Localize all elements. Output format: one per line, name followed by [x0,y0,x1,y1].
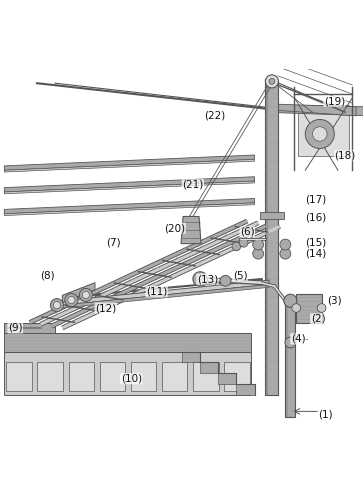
Polygon shape [298,105,349,156]
Polygon shape [265,80,268,395]
Polygon shape [4,203,254,215]
Text: (7): (7) [106,238,120,248]
Text: (20): (20) [164,223,185,233]
Bar [6,362,32,392]
Bar [100,362,125,392]
Circle shape [50,298,63,312]
Bar [37,362,63,392]
Text: (11): (11) [146,286,167,296]
Polygon shape [296,294,322,322]
Circle shape [305,120,334,148]
Polygon shape [285,301,288,417]
Circle shape [239,238,248,247]
Circle shape [280,248,291,259]
Polygon shape [200,362,218,374]
Polygon shape [278,104,356,116]
Bar [68,362,94,392]
Circle shape [280,239,291,250]
Text: (10): (10) [121,374,142,384]
Text: (14): (14) [305,248,327,258]
Polygon shape [62,282,95,302]
Circle shape [53,302,60,308]
Circle shape [317,304,326,312]
Polygon shape [51,284,269,309]
Polygon shape [4,160,254,172]
Circle shape [82,292,90,298]
Text: (19): (19) [324,96,345,106]
Text: (12): (12) [95,303,116,313]
Circle shape [68,296,75,304]
Text: (17): (17) [305,194,327,204]
Text: (9): (9) [8,323,23,333]
Text: (13): (13) [197,274,218,284]
Polygon shape [182,352,200,362]
Bar [260,212,284,219]
Circle shape [232,242,241,250]
Circle shape [265,75,278,88]
Polygon shape [265,80,278,395]
Polygon shape [4,322,55,334]
Text: (21): (21) [182,180,203,190]
Polygon shape [4,198,254,214]
Circle shape [65,294,78,306]
Polygon shape [265,106,364,116]
Circle shape [285,337,296,348]
Bar [131,362,156,392]
Text: (22): (22) [204,111,225,121]
Bar [193,362,219,392]
Text: (8): (8) [40,270,55,280]
Text: (4): (4) [291,334,305,344]
Bar [225,362,250,392]
Polygon shape [4,177,254,192]
Polygon shape [218,374,236,384]
Text: (18): (18) [335,150,356,160]
Text: (15): (15) [305,238,327,248]
Circle shape [313,126,327,141]
Polygon shape [181,216,201,244]
Circle shape [292,304,301,312]
Text: (1): (1) [318,410,333,420]
Polygon shape [4,155,254,170]
Circle shape [253,248,264,259]
Circle shape [220,276,231,286]
Bar [162,362,187,392]
Circle shape [193,272,207,286]
Polygon shape [285,301,296,417]
Circle shape [269,78,275,84]
Circle shape [284,294,297,308]
Text: (5): (5) [233,270,247,280]
Polygon shape [4,181,254,194]
Polygon shape [51,280,269,306]
Text: (6): (6) [240,227,254,237]
Text: (3): (3) [327,296,341,306]
Polygon shape [4,334,251,351]
Text: (16): (16) [305,212,327,222]
Circle shape [79,288,92,302]
Polygon shape [236,384,254,395]
Text: (2): (2) [310,314,325,324]
Polygon shape [4,352,251,395]
Circle shape [253,239,264,250]
